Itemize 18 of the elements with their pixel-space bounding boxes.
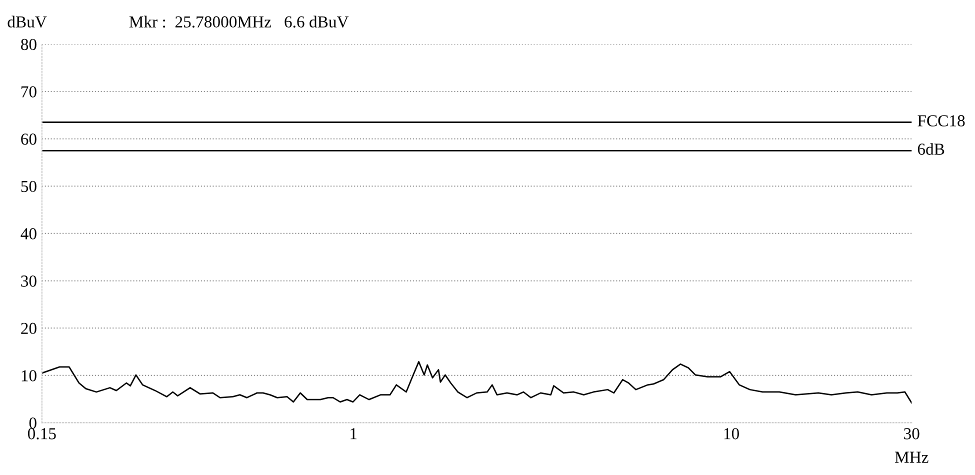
x-tick-label: 0.15 xyxy=(28,428,56,440)
x-axis-title: MHz xyxy=(894,452,928,463)
x-tick-label: 10 xyxy=(724,428,739,440)
y-tick-label: 50 xyxy=(21,180,36,192)
x-tick-label: 1 xyxy=(350,428,356,440)
y-axis-title: dBuV xyxy=(8,16,47,28)
y-tick-label: 60 xyxy=(21,134,36,145)
y-tick-label: 80 xyxy=(21,38,36,50)
x-tick-label: 30 xyxy=(904,428,920,440)
ref-line-label: 6dB xyxy=(918,143,944,155)
y-tick-label: 20 xyxy=(21,322,36,334)
y-tick-label: 70 xyxy=(21,86,36,98)
y-tick-label: 30 xyxy=(21,275,36,287)
y-tick-label: 40 xyxy=(20,228,36,240)
y-tick-label: 0 xyxy=(29,417,36,429)
y-tick-label: 10 xyxy=(22,370,36,382)
ref-line-label: FCC18 xyxy=(918,115,965,126)
text: Mkr : 25.78000MHz 6.6 dBuV xyxy=(129,16,349,28)
